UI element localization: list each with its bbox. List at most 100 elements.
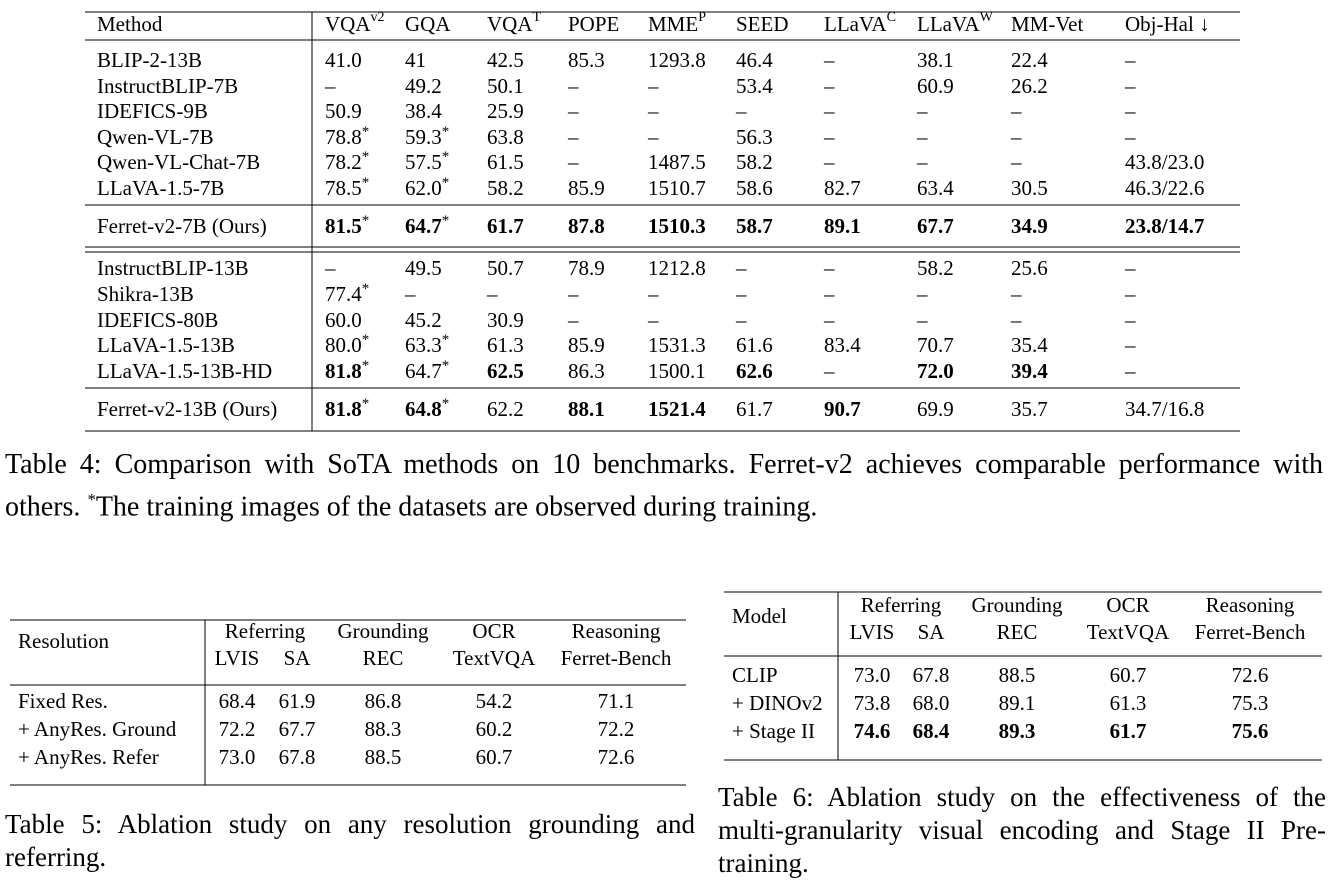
cell: 61.7 [487,214,524,238]
cell-text: 34.7/16.8 [1125,397,1204,421]
caption-label: Table 5: [5,809,103,839]
cell: 1521.4 [648,397,706,421]
cell: 70.7 [917,333,954,357]
cell-text: – [735,308,747,332]
sub-header: Ferret-Bench [1195,620,1306,644]
cell: 61.9 [279,689,316,713]
cell: – [1124,359,1136,383]
cell: 58.2 [917,256,954,280]
cell: – [1124,308,1136,332]
cell-text: – [823,256,835,280]
row-label: Qwen-VL-7B [97,125,214,149]
cell: 62.0* [405,175,449,199]
cell: 89.1 [824,214,861,238]
cell: 60.9 [917,74,954,98]
cell: – [1124,125,1136,149]
cell-text: 50.7 [487,256,524,280]
cell-text: 61.6 [736,333,773,357]
cell: 67.7 [279,717,316,741]
cell-text: 39.4 [1011,359,1048,383]
cell: – [1124,333,1136,357]
row-label: + Stage II [732,719,815,743]
cell: – [916,308,928,332]
cell: 88.1 [568,397,605,421]
group-header: Grounding [972,593,1063,617]
star: * [362,396,370,412]
cell: – [567,99,579,123]
cell-text: 67.7 [917,214,954,238]
cell: 35.4 [1011,333,1048,357]
cell-text: 85.9 [568,333,605,357]
cell: 41.0 [325,48,362,72]
star: * [442,149,450,165]
cell: – [823,150,835,174]
cell: 73.0 [854,663,891,687]
cell: – [1124,99,1136,123]
cell: 88.5 [999,663,1036,687]
cell-text: – [567,74,579,98]
cell: – [823,308,835,332]
cell-text: – [1124,282,1136,306]
cell: 64.7* [405,213,449,237]
cell: – [1010,282,1022,306]
cell: 60.2 [476,717,513,741]
cell-text: 41 [405,48,426,72]
cell-text: BLIP-2-13B [97,48,202,72]
cell-text: – [1124,333,1136,357]
cell: – [916,125,928,149]
cell: 75.3 [1232,691,1269,715]
star: * [362,124,370,140]
cell: – [647,125,659,149]
cell: 46.4 [736,48,773,72]
cell-text: 1487.5 [648,150,706,174]
cell: – [823,359,835,383]
column-header: MMEP [648,10,706,36]
group-header: OCR [1106,593,1149,617]
cell-text: – [567,282,579,306]
column-header: LLaVAW [917,10,994,36]
cell: – [486,282,498,306]
header-text: VQA [325,12,371,36]
header-sup: C [887,10,896,25]
header-sup: P [698,10,706,25]
cell-text: Ferret-v2-13B (Ours) [97,397,277,421]
cell-text: 83.4 [824,333,861,357]
cell-text: 88.1 [568,397,605,421]
group-header: Referring [225,619,306,643]
cell: – [1010,125,1022,149]
cell-text: – [324,74,336,98]
cell-text: 41.0 [325,48,362,72]
cell-text: 82.7 [824,176,861,200]
cell: 67.7 [917,214,954,238]
cell: 1500.1 [648,359,706,383]
row-label: + DINOv2 [732,691,823,715]
cell-text: Qwen-VL-Chat-7B [97,150,260,174]
cell-text: InstructBLIP-13B [97,256,249,280]
cell-text: 58.2 [487,176,524,200]
group-header: Reasoning [1206,593,1295,617]
cell: 58.2 [736,150,773,174]
row-label: LLaVA-1.5-13B-HD [97,359,272,383]
cell-text: 85.9 [568,176,605,200]
cell: 81.5* [325,213,369,237]
cell: 38.1 [917,48,954,72]
cell: 30.5 [1011,176,1048,200]
sub-header: TextVQA [1087,620,1170,644]
cell: 43.8/23.0 [1125,150,1204,174]
cell: 30.9 [487,308,524,332]
group-header: OCR [472,619,515,643]
header-text: MM-Vet [1011,12,1083,36]
cell: 49.2 [405,74,442,98]
cell-text: 80.0 [325,333,362,357]
cell: – [916,150,928,174]
cell-text: LLaVA-1.5-13B-HD [97,359,272,383]
cell-text: – [823,99,835,123]
cell: 35.7 [1011,397,1048,421]
sub-header: REC [997,620,1038,644]
star: * [442,124,450,140]
cell: – [823,99,835,123]
cell-text: – [647,282,659,306]
cell-text: – [823,282,835,306]
column-header: SEED [736,12,789,36]
